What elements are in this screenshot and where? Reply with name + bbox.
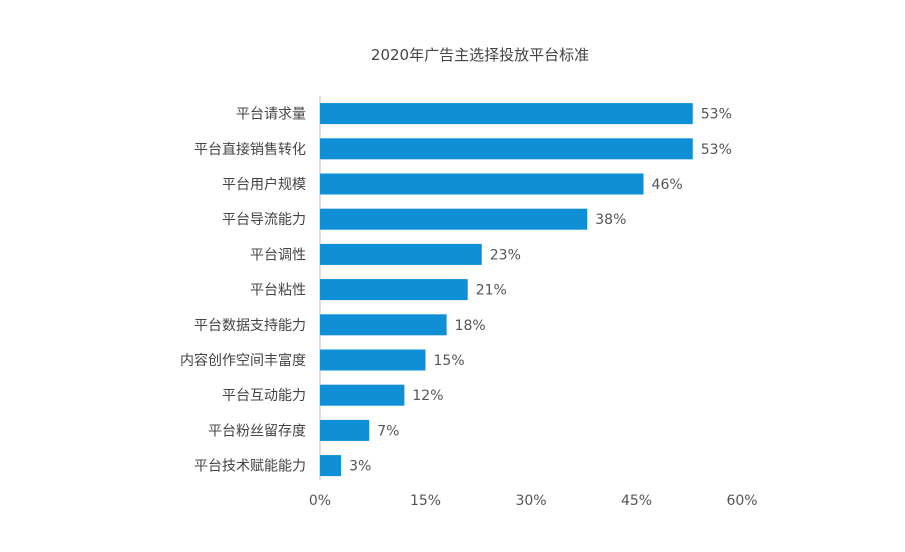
value-label-9: 7% <box>377 423 399 439</box>
category-label-4: 平台调性 <box>250 247 306 263</box>
value-label-0: 53% <box>701 107 732 123</box>
category-label-8: 平台互动能力 <box>222 388 306 404</box>
bar-9 <box>320 419 370 441</box>
bar-6 <box>320 314 447 336</box>
value-label-4: 23% <box>490 247 521 263</box>
value-label-3: 38% <box>595 212 626 228</box>
value-label-7: 15% <box>434 353 465 369</box>
value-label-6: 18% <box>455 318 486 334</box>
category-labels: 平台请求量平台直接销售转化平台用户规模平台导流能力平台调性平台粘性平台数据支持能… <box>180 107 306 475</box>
value-label-10: 3% <box>349 459 371 475</box>
value-labels: 53% 53% 46% 38% 23% 21% 18% 15% 12% 7% 3% <box>349 107 732 475</box>
x-tick-label-0: 0% <box>309 493 331 509</box>
category-label-6: 平台数据支持能力 <box>194 318 306 334</box>
x-tick-label-2: 30% <box>515 493 546 509</box>
value-label-8: 12% <box>412 388 443 404</box>
bar-8 <box>320 384 405 406</box>
category-label-10: 平台技术赋能能力 <box>194 459 306 475</box>
value-label-2: 46% <box>652 177 683 193</box>
category-label-2: 平台用户规模 <box>222 176 306 193</box>
bar-10 <box>320 455 342 477</box>
bars-group <box>320 103 693 477</box>
x-tick-label-1: 15% <box>410 493 441 509</box>
category-label-0: 平台请求量 <box>236 107 306 123</box>
category-label-3: 平台导流能力 <box>222 212 306 228</box>
category-label-1: 平台直接销售转化 <box>194 141 306 158</box>
category-label-7: 内容创作空间丰富度 <box>180 352 306 369</box>
bar-3 <box>320 208 588 230</box>
value-label-1: 53% <box>701 142 732 158</box>
bar-5 <box>320 279 468 301</box>
bar-7 <box>320 349 426 371</box>
category-label-9: 平台粉丝留存度 <box>208 423 306 439</box>
x-tick-label-4: 60% <box>726 493 757 509</box>
bar-0 <box>320 103 693 125</box>
x-axis-ticks: 0% 15% 30% 45% 60% <box>309 493 758 509</box>
x-tick-label-3: 45% <box>621 493 652 509</box>
value-label-5: 21% <box>476 283 507 299</box>
bar-2 <box>320 173 644 195</box>
bar-1 <box>320 138 693 160</box>
category-label-5: 平台粘性 <box>250 283 306 299</box>
chart-title: 2020年广告主选择投放平台标准 <box>371 46 589 64</box>
bar-4 <box>320 243 482 265</box>
